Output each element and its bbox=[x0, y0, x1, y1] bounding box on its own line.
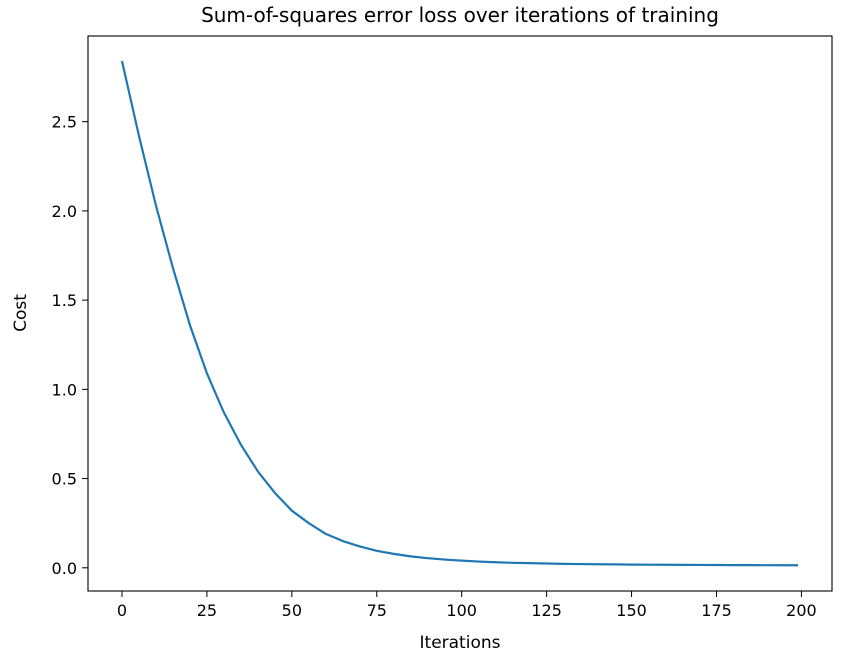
x-tick-label: 0 bbox=[117, 601, 127, 620]
y-tick-label: 0.5 bbox=[52, 470, 77, 489]
y-tick-label: 2.0 bbox=[52, 202, 77, 221]
x-tick-label: 125 bbox=[531, 601, 562, 620]
x-ticks: 0 25 50 75 100 125 150 175 200 bbox=[117, 591, 817, 620]
y-axis-label: Cost bbox=[11, 294, 31, 332]
x-axis-label: Iterations bbox=[420, 633, 501, 653]
y-tick-label: 1.0 bbox=[52, 380, 77, 399]
x-tick-label: 75 bbox=[367, 601, 387, 620]
loss-series-line bbox=[120, 60, 799, 567]
y-tick-label: 0.0 bbox=[52, 559, 77, 578]
plot-layer bbox=[120, 60, 799, 567]
y-tick-label: 1.5 bbox=[52, 291, 77, 310]
x-tick-label: 150 bbox=[616, 601, 647, 620]
x-tick-label: 175 bbox=[701, 601, 732, 620]
y-ticks: 0.0 0.5 1.0 1.5 2.0 2.5 bbox=[52, 113, 88, 578]
chart-title: Sum-of-squares error loss over iteration… bbox=[201, 3, 719, 27]
x-tick-label: 50 bbox=[282, 601, 302, 620]
axes-frame bbox=[87, 35, 833, 592]
x-tick-label: 100 bbox=[446, 601, 477, 620]
x-tick-label: 200 bbox=[786, 601, 817, 620]
y-tick-label: 2.5 bbox=[52, 113, 77, 132]
x-tick-label: 25 bbox=[197, 601, 217, 620]
